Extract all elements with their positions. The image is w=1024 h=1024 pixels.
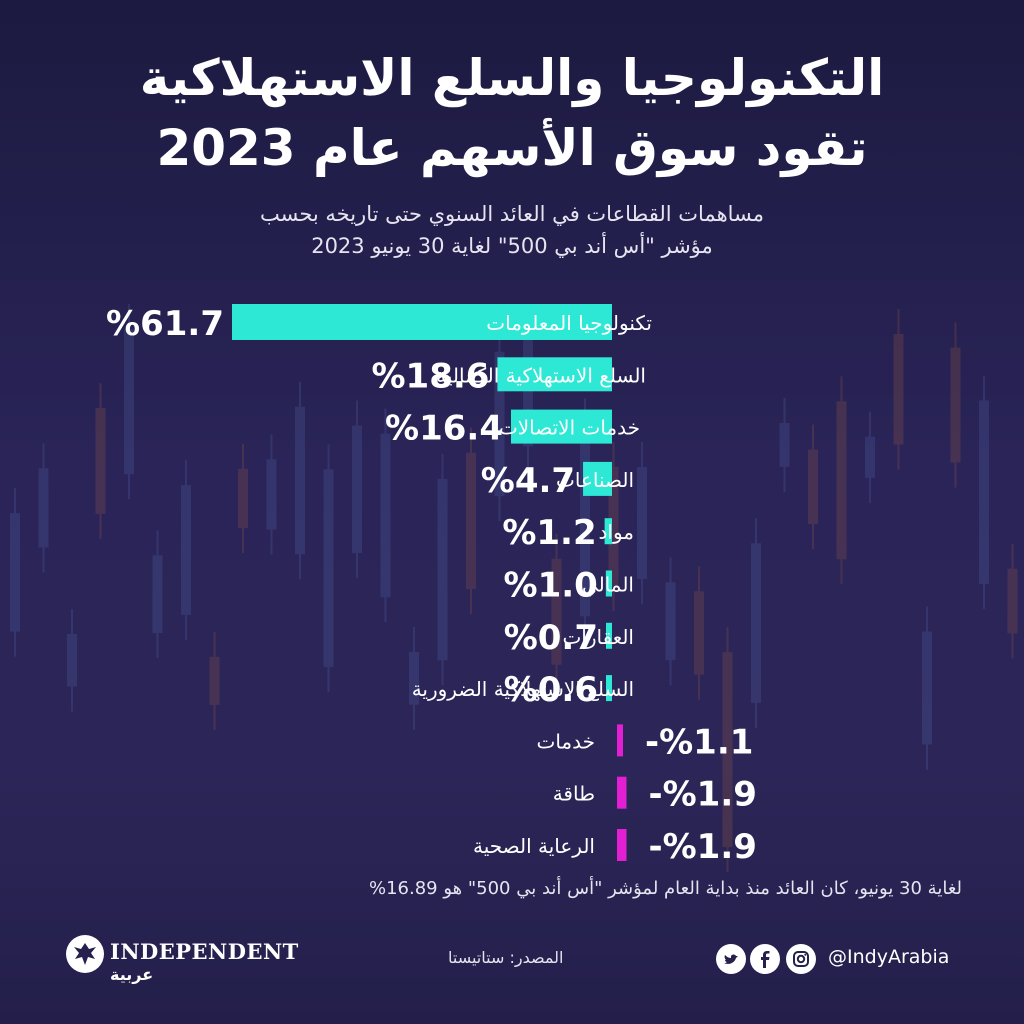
value-label: %16.4	[385, 409, 503, 449]
value-label: %1.0	[504, 566, 598, 606]
bar-row: -%1.9 الرعاية الصحية	[473, 827, 757, 867]
category-label: المالي	[582, 573, 634, 598]
bg-candle	[466, 427, 476, 615]
bg-candle	[751, 518, 761, 728]
value-label: %4.7	[481, 461, 575, 501]
bg-candle	[665, 557, 676, 686]
category-label: خدمات	[537, 729, 596, 753]
bg-candle	[266, 434, 277, 555]
subtitle-line-1: مساهمات القطاعات في العائد السنوي حتى تا…	[259, 202, 765, 226]
category-label: الصناعات	[556, 468, 634, 492]
bar	[604, 518, 612, 545]
bg-candle	[779, 397, 790, 492]
bar-row: %61.7 تكنولوجيا المعلومات	[106, 304, 652, 344]
twitter-icon[interactable]	[716, 944, 746, 974]
instagram-icon[interactable]	[786, 944, 816, 974]
bar	[617, 776, 627, 809]
bg-candle	[323, 444, 334, 693]
independent-logo[interactable]: INDEPENDENT عربية	[66, 935, 299, 991]
value-label: -%1.1	[645, 722, 753, 762]
bg-candle	[551, 533, 562, 690]
bar	[497, 357, 612, 392]
category-label: الرعاية الصحية	[473, 834, 595, 858]
bg-candle	[181, 460, 191, 640]
bg-candle	[808, 424, 818, 549]
bar	[583, 461, 612, 496]
bg-candle	[1007, 543, 1018, 659]
footnote: لغاية 30 يونيو، كان العائد منذ بداية الع…	[368, 878, 962, 899]
category-label: طاقة	[553, 782, 595, 806]
subtitle-line-2: مؤشر "أس أند بي 500" لغاية 30 يونيو 2023	[311, 234, 713, 258]
bar	[605, 570, 612, 597]
source-credit: المصدر: ستاتيستا	[448, 948, 564, 967]
bg-candle	[836, 376, 847, 585]
bar	[617, 724, 623, 757]
facebook-icon[interactable]	[750, 944, 780, 974]
value-label: %18.6	[371, 356, 489, 396]
bar	[606, 675, 612, 702]
bg-candle	[437, 453, 448, 686]
title-line-2: تقود سوق الأسهم عام 2023	[156, 119, 868, 177]
social-handle: @IndyArabia	[828, 946, 950, 968]
bg-candle	[10, 488, 20, 657]
bg-candle	[950, 322, 961, 488]
category-label: مواد	[598, 520, 634, 544]
value-label: %0.7	[504, 618, 598, 658]
bg-candle	[124, 304, 134, 500]
bg-candle	[865, 411, 875, 503]
value-label: -%1.9	[649, 827, 757, 867]
title-line-1: التكنولوجيا والسلع الاستهلاكية	[139, 49, 885, 107]
bg-candle	[694, 566, 704, 700]
eagle-emblem-icon	[66, 935, 104, 973]
bar	[232, 304, 612, 340]
bg-candle	[209, 631, 220, 730]
bg-candle	[722, 627, 733, 873]
bg-candle	[637, 441, 647, 605]
category-label: تكنولوجيا المعلومات	[486, 311, 652, 335]
bar-row: %1.2 مواد	[502, 513, 634, 553]
bar-row: -%1.9 طاقة	[553, 775, 757, 815]
category-label: السلع الاستهلاكية الكمالية	[436, 363, 646, 387]
value-label: -%1.9	[649, 775, 757, 815]
bg-candle	[352, 400, 362, 579]
bg-candle	[922, 606, 932, 770]
logo-wordmark: INDEPENDENT	[110, 939, 299, 964]
bg-candle	[67, 608, 77, 712]
bar-row: -%1.1 خدمات	[537, 722, 754, 762]
bg-candle	[893, 308, 904, 470]
bar	[510, 409, 612, 444]
category-label: العقارات	[562, 625, 634, 649]
bg-candle	[409, 626, 419, 730]
bg-candle	[979, 375, 989, 609]
value-label: %1.2	[502, 513, 596, 553]
category-label: خدمات الاتصالات	[499, 416, 640, 440]
bg-candle	[95, 383, 106, 539]
bg-candle	[238, 443, 248, 554]
bg-candle	[152, 530, 163, 658]
value-label: %61.7	[106, 304, 224, 344]
category-label: السلع الاستهلاكية الضرورية	[412, 677, 634, 701]
logo-arabic-wordmark: عربية	[110, 965, 154, 984]
bg-candle	[295, 381, 305, 580]
bg-candle	[608, 441, 619, 612]
value-label: %0.6	[504, 670, 598, 710]
bar	[617, 829, 627, 861]
bg-candle	[38, 443, 49, 573]
bg-candle	[380, 408, 391, 623]
bar	[606, 622, 612, 649]
